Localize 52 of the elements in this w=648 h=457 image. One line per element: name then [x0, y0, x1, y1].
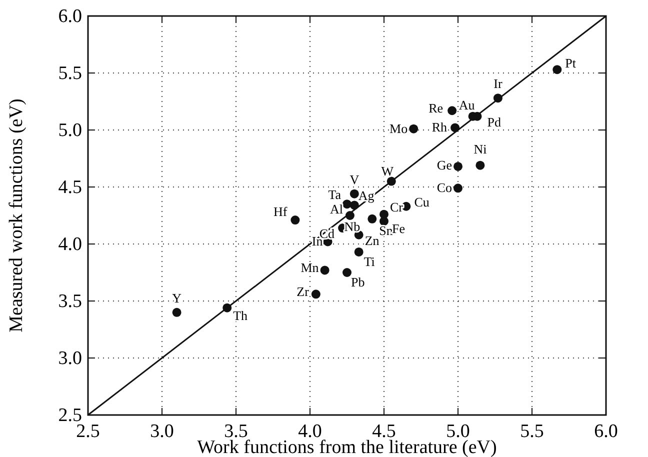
point	[409, 124, 418, 134]
point	[320, 266, 330, 275]
annotation: Cr	[390, 199, 404, 214]
annotation: Co	[436, 180, 452, 196]
annotation: Hf	[273, 204, 288, 220]
annotation: Rh	[432, 120, 448, 135]
annotation: Pd	[487, 114, 502, 130]
point	[476, 160, 485, 170]
y-tick-label: 5.5	[58, 63, 82, 84]
annotation: Pt	[565, 56, 576, 71]
y-tick-label: 4.0	[58, 234, 82, 255]
point	[342, 268, 352, 277]
x-tick-label: 3.0	[150, 421, 174, 442]
annotation: Cu	[414, 194, 430, 210]
annotation: Fe	[392, 221, 406, 236]
annotation: Au	[458, 97, 476, 112]
annotation: V	[350, 172, 360, 187]
point	[350, 189, 359, 198]
annotation: Zr	[296, 284, 310, 300]
annotation: Ni	[474, 141, 488, 156]
point	[368, 214, 377, 224]
annotation: Y	[172, 290, 182, 306]
annotation: Ge	[436, 157, 452, 172]
annotation: Zn	[364, 232, 380, 248]
annotation: Pb	[351, 274, 365, 290]
x-tick-label: 5.5	[520, 421, 544, 442]
annotation: Ti	[364, 254, 376, 269]
y-axis-title: Measured work functions (eV)	[6, 98, 27, 332]
annotation: W	[381, 163, 394, 178]
x-tick-label: 6.0	[594, 421, 618, 442]
x-tick-label: 2.5	[76, 421, 100, 442]
point	[454, 184, 462, 193]
y-tick-label: 6.0	[58, 6, 82, 27]
point	[290, 216, 300, 225]
annotation: Th	[233, 308, 248, 323]
annotation: Mn	[300, 260, 320, 276]
point	[354, 247, 364, 256]
y-tick-label: 4.5	[58, 177, 82, 198]
point	[552, 65, 562, 74]
annotation: Ir	[494, 76, 503, 92]
annotation: Al	[330, 202, 344, 216]
point	[172, 308, 182, 317]
point	[448, 106, 457, 116]
annotation: Ta	[328, 187, 342, 202]
y-tick-label: 5.0	[58, 120, 82, 141]
point	[380, 210, 388, 219]
annotation: Mo	[390, 120, 408, 136]
point	[454, 162, 462, 171]
y-tick-label: 3.5	[58, 291, 82, 312]
point	[311, 290, 320, 299]
y-tick-label: 3.0	[58, 348, 82, 369]
annotation: Re	[428, 100, 444, 116]
